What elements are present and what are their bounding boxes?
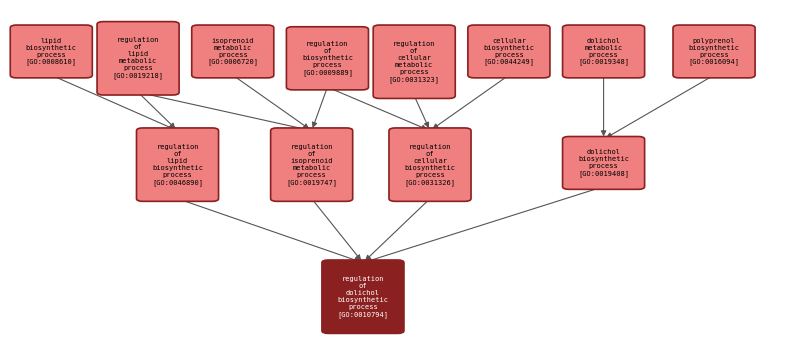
Text: cellular
biosynthetic
process
[GO:0044249]: cellular biosynthetic process [GO:004424…	[484, 38, 534, 65]
FancyBboxPatch shape	[136, 128, 219, 201]
Text: regulation
of
cellular
biosynthetic
process
[GO:0031326]: regulation of cellular biosynthetic proc…	[405, 144, 455, 186]
Text: lipid
biosynthetic
process
[GO:0008610]: lipid biosynthetic process [GO:0008610]	[26, 38, 77, 65]
FancyBboxPatch shape	[389, 128, 471, 201]
FancyBboxPatch shape	[286, 27, 368, 90]
Text: dolichol
biosynthetic
process
[GO:0019408]: dolichol biosynthetic process [GO:001940…	[578, 149, 629, 177]
FancyBboxPatch shape	[373, 25, 455, 98]
Text: regulation
of
lipid
biosynthetic
process
[GO:0046890]: regulation of lipid biosynthetic process…	[152, 144, 203, 186]
FancyBboxPatch shape	[10, 25, 92, 78]
FancyBboxPatch shape	[563, 137, 645, 189]
Text: regulation
of
isoprenoid
metabolic
process
[GO:0019747]: regulation of isoprenoid metabolic proce…	[286, 144, 337, 186]
Text: isoprenoid
metabolic
process
[GO:0006720]: isoprenoid metabolic process [GO:0006720…	[208, 38, 258, 65]
FancyBboxPatch shape	[322, 260, 404, 333]
Text: regulation
of
lipid
metabolic
process
[GO:0019218]: regulation of lipid metabolic process [G…	[113, 37, 163, 79]
FancyBboxPatch shape	[468, 25, 550, 78]
FancyBboxPatch shape	[563, 25, 645, 78]
FancyBboxPatch shape	[271, 128, 353, 201]
Text: regulation
of
cellular
metabolic
process
[GO:0031323]: regulation of cellular metabolic process…	[389, 41, 439, 83]
Text: regulation
of
dolichol
biosynthetic
process
[GO:0010794]: regulation of dolichol biosynthetic proc…	[338, 276, 388, 318]
Text: dolichol
metabolic
process
[GO:0019348]: dolichol metabolic process [GO:0019348]	[578, 38, 629, 65]
Text: polyprenol
biosynthetic
process
[GO:0016094]: polyprenol biosynthetic process [GO:0016…	[689, 38, 739, 65]
Text: regulation
of
biosynthetic
process
[GO:0009889]: regulation of biosynthetic process [GO:0…	[302, 41, 353, 76]
FancyBboxPatch shape	[673, 25, 755, 78]
FancyBboxPatch shape	[97, 22, 179, 95]
FancyBboxPatch shape	[192, 25, 274, 78]
